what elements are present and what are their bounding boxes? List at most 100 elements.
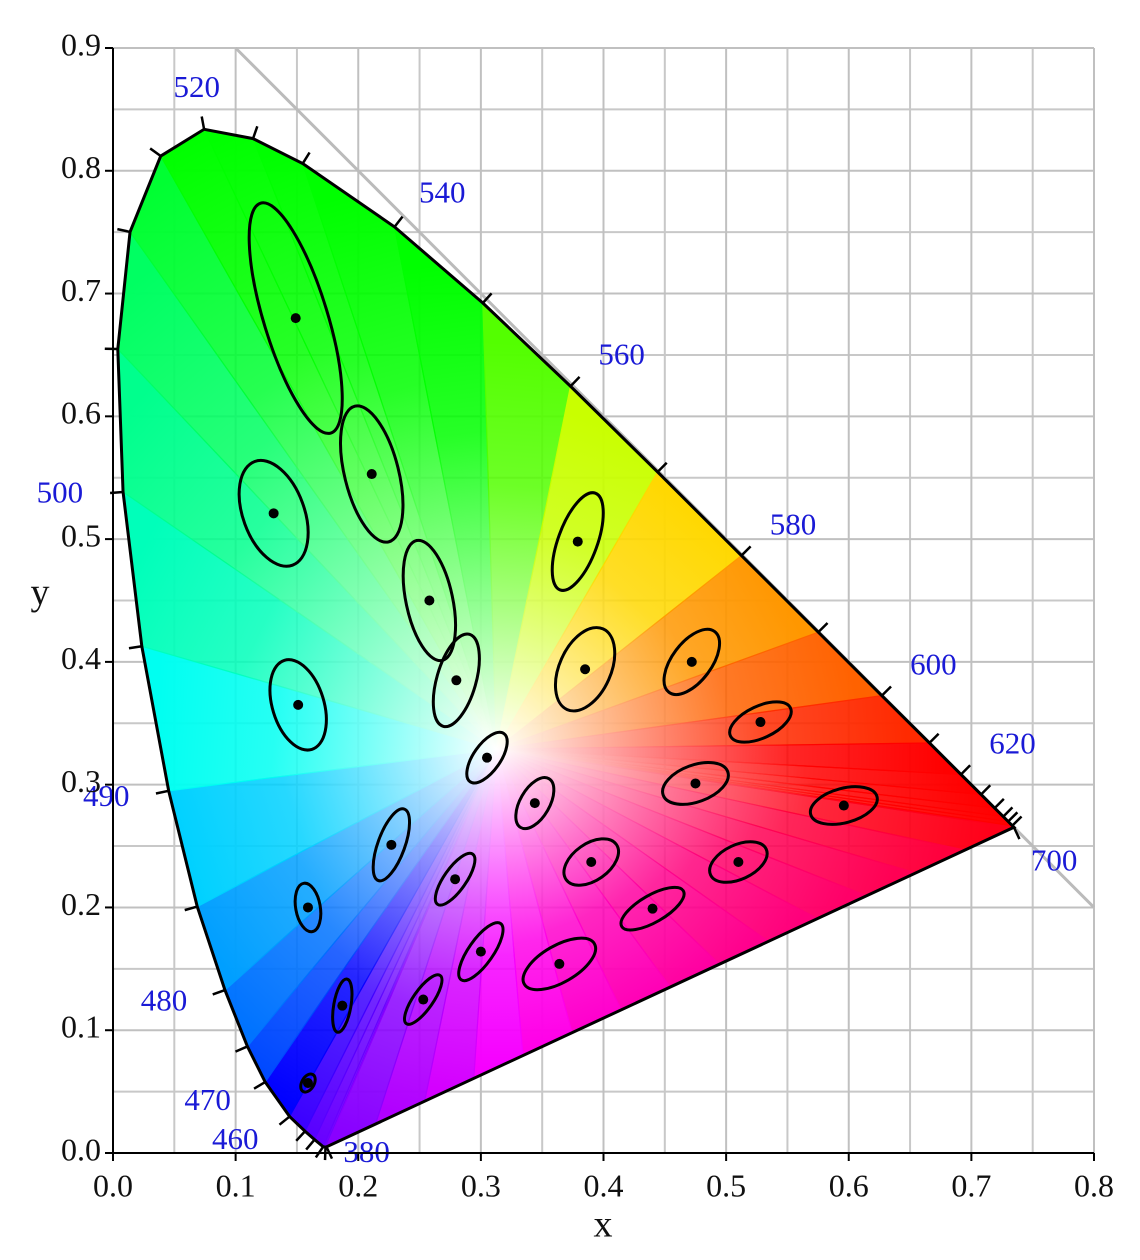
ellipse-center: [482, 752, 493, 763]
macadam-ellipse: [403, 973, 444, 1026]
y-tick-label: 0.5: [61, 517, 101, 553]
locus-tick: [740, 545, 752, 557]
macadam-ellipse: [553, 626, 617, 713]
ellipse-center: [838, 800, 849, 811]
locus-tick: [212, 988, 226, 996]
x-tick-label: 0.4: [584, 1167, 624, 1203]
macadam-ellipse: [339, 404, 405, 544]
locus-tick: [184, 905, 198, 912]
ellipse-center: [293, 699, 304, 710]
ellipse-center: [366, 469, 377, 480]
ellipse-center: [386, 839, 397, 850]
ellipse-center: [586, 857, 597, 868]
locus-tick: [817, 622, 829, 634]
ellipse-center: [529, 798, 540, 809]
ellipse-center: [424, 595, 435, 606]
ellipse-center: [686, 656, 697, 667]
wavelength-label: 520: [173, 69, 220, 104]
macadam-ellipse: [457, 921, 505, 983]
x-tick-label: 0.2: [338, 1167, 378, 1203]
x-tick-label: 0.0: [93, 1167, 133, 1203]
locus-tick: [305, 1138, 316, 1151]
locus-tick: [149, 147, 162, 158]
ellipse-center: [450, 874, 461, 885]
macadam-ellipse: [662, 627, 722, 696]
ellipse-center: [690, 778, 701, 789]
macadam-ellipse: [808, 785, 879, 826]
macadam-ellipse: [521, 936, 598, 992]
y-tick-label: 0.7: [61, 272, 101, 308]
macadam-ellipse: [268, 658, 328, 752]
x-axis-title: x: [594, 1204, 613, 1246]
macadam-ellipse: [299, 1072, 317, 1094]
y-axis-title: y: [31, 572, 50, 614]
locus-tick: [1002, 806, 1014, 818]
locus-tick: [1007, 811, 1019, 823]
macadam-ellipse: [728, 700, 793, 744]
y-tick-label: 0.1: [61, 1009, 101, 1045]
macadam-ellipse: [465, 730, 509, 785]
locus-tick: [200, 116, 206, 130]
y-tick-label: 0.3: [61, 763, 101, 799]
x-tick-label: 0.5: [706, 1167, 746, 1203]
y-tick-label: 0.9: [61, 26, 101, 62]
x-tick-label: 0.6: [829, 1167, 869, 1203]
ellipse-center: [302, 1078, 313, 1089]
wavelength-label: 460: [212, 1121, 259, 1156]
ellipse-center: [755, 717, 766, 728]
locus-tick: [155, 789, 169, 795]
locus-tick: [295, 1130, 306, 1142]
x-tick-label: 0.1: [216, 1167, 256, 1203]
macadam-ellipse: [237, 458, 310, 568]
color-fill: [117, 128, 1016, 1149]
macadam-ellipse: [619, 885, 686, 932]
locus-tick: [251, 125, 259, 140]
ellipse-center: [418, 994, 429, 1005]
y-tick-label: 0.0: [61, 1131, 101, 1167]
locus-tick: [1011, 815, 1023, 827]
locus-tick: [253, 1080, 266, 1090]
locus-tick: [278, 1115, 291, 1126]
wavelength-label: 600: [910, 646, 957, 681]
ellipse-center: [302, 902, 313, 913]
ellipse-center: [572, 536, 583, 547]
ellipse-center: [290, 313, 301, 324]
locus-tick: [993, 798, 1005, 809]
wavelength-label: 480: [141, 983, 188, 1018]
y-tick-label: 0.8: [61, 149, 101, 185]
wavelength-label: 620: [989, 725, 1036, 760]
y-tick-label: 0.4: [61, 640, 101, 676]
x-tick-label: 0.8: [1074, 1167, 1114, 1203]
locus-tick: [569, 376, 581, 388]
macadam-ellipse: [562, 837, 620, 887]
ellipse-center: [268, 508, 279, 519]
locus-tick: [481, 292, 493, 304]
y-tick-label: 0.2: [61, 886, 101, 922]
x-tick-label: 0.3: [461, 1167, 501, 1203]
macadam-ellipse: [514, 776, 556, 831]
locus-tick: [928, 732, 940, 744]
ellipse-center: [475, 946, 486, 957]
macadam-ellipse: [661, 761, 730, 806]
locus-tick: [960, 764, 972, 776]
locus-tick: [301, 151, 311, 165]
locus-tick: [1012, 826, 1021, 840]
locus-tick: [980, 784, 992, 796]
y-tick-label: 0.6: [61, 395, 101, 431]
macadam-ellipse: [371, 807, 412, 883]
x-tick-label: 0.7: [951, 1167, 991, 1203]
locus-tick: [656, 461, 668, 473]
wavelength-label: 470: [184, 1082, 231, 1117]
wavelength-label: 500: [37, 474, 84, 509]
macadam-ellipse: [550, 491, 605, 592]
locus-tick: [128, 645, 143, 650]
ellipse-center: [554, 958, 565, 969]
ellipse-center: [733, 857, 744, 868]
macadam-ellipse: [331, 977, 354, 1034]
ellipse-center: [580, 664, 591, 675]
wavelength-label: 580: [770, 506, 817, 541]
macadam-ellipse: [293, 881, 323, 934]
wavelength-label: 560: [598, 337, 645, 372]
